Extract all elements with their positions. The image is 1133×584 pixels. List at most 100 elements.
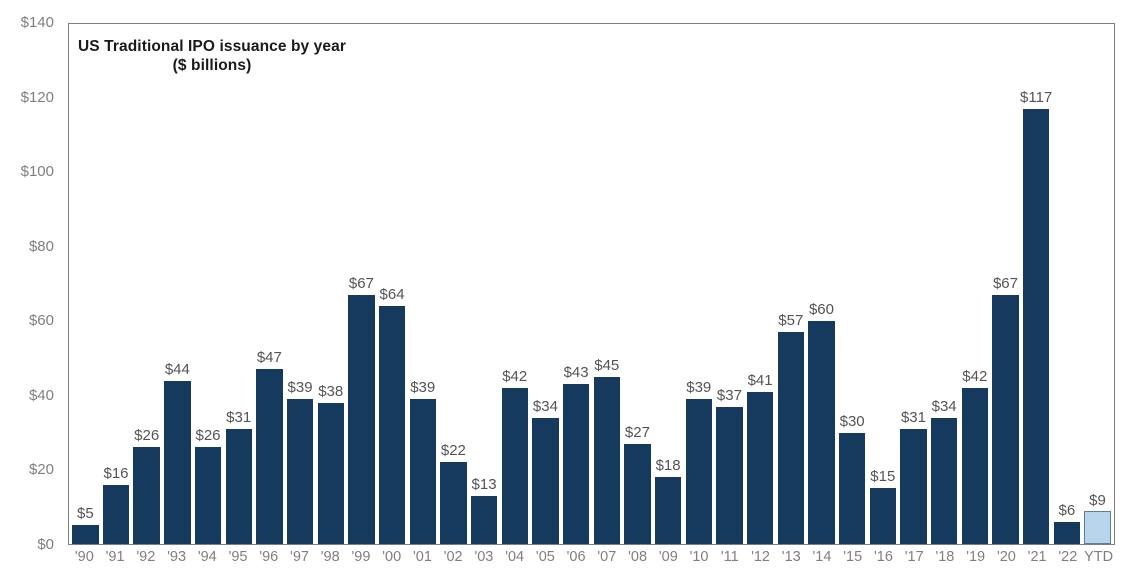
x-tick-label: '91: [105, 549, 125, 565]
bar: $57: [777, 312, 804, 544]
x-tick-label: '14: [812, 549, 832, 565]
bar: $41: [746, 372, 774, 544]
x-tick-label: '98: [320, 549, 340, 565]
x-tick-label: '17: [904, 549, 924, 565]
bar: $30: [838, 413, 866, 544]
bar-value-label: $38: [318, 382, 344, 400]
x-tick-label: '02: [443, 549, 463, 565]
bar-slot: $42: [499, 24, 530, 544]
bar: $18: [654, 457, 682, 544]
bar-value-label: $26: [195, 427, 221, 445]
bar: $34: [930, 398, 958, 544]
bar: $117: [1020, 89, 1052, 544]
y-tick-label: $80: [28, 237, 54, 255]
bar: $67: [992, 275, 1019, 544]
bar-slot: $42: [959, 24, 990, 544]
x-tick-label: '16: [874, 549, 893, 565]
bar: $16: [102, 465, 130, 544]
x-tick-label: '92: [136, 549, 156, 565]
bar-value-label: $117: [1020, 89, 1053, 107]
bar-value-label: $27: [624, 423, 650, 441]
x-tick-label: '22: [1058, 549, 1078, 565]
x-tick-label: '01: [412, 549, 432, 565]
bar-value-label: $37: [716, 386, 742, 404]
x-axis-labels: '90 '91 '92 '93 '94 '95 '96 '97 '98 '99 '00 '01 '02 '…: [68, 549, 1115, 565]
bar-slot: $26: [193, 24, 224, 544]
x-tick-label: '07: [597, 549, 617, 565]
bar-slot: $39: [683, 24, 714, 544]
bar: $38: [317, 383, 344, 544]
bar: $26: [133, 427, 160, 544]
bar-slot: $5: [70, 24, 101, 544]
chart-title-line1: US Traditional IPO issuance by year: [78, 38, 346, 55]
bar-value-label: $16: [103, 464, 129, 482]
bar-slot: $16: [101, 24, 132, 544]
bar-value-label: $9: [1089, 491, 1106, 509]
bar-slot: $67: [990, 24, 1021, 544]
x-tick-label: '96: [259, 549, 279, 565]
bar-slot: $34: [929, 24, 960, 544]
bar-value-label: $44: [164, 360, 190, 378]
bar: $64: [378, 286, 406, 544]
x-tick-label: '19: [966, 549, 986, 565]
bar-slot: $41: [745, 24, 776, 544]
bar-slot: $60: [806, 24, 837, 544]
bar-value-label: $67: [992, 275, 1018, 293]
bar-value-label: $41: [747, 371, 773, 389]
bar-value-label: $13: [471, 475, 497, 493]
bar: $67: [348, 275, 375, 544]
bar-value-label: $67: [348, 275, 374, 293]
x-tick-label: '94: [197, 549, 217, 565]
x-tick-label: YTD: [1084, 549, 1114, 565]
bar-slot: $15: [867, 24, 898, 544]
bar-value-label: $42: [962, 368, 988, 385]
bar: $6: [1053, 502, 1081, 544]
bar-slot: $34: [530, 24, 561, 544]
y-tick-label: $60: [28, 312, 54, 330]
bar-slot: $57: [775, 24, 806, 544]
bar-slot: $39: [407, 24, 438, 544]
bar-value-label: $31: [226, 408, 252, 426]
bar-slot: $22: [438, 24, 469, 544]
bar-slot: $38: [315, 24, 346, 544]
bar: $45: [593, 357, 620, 544]
x-tick-label: '90: [74, 549, 94, 565]
bar-ytd: $9: [1084, 492, 1111, 544]
bar: $44: [164, 361, 191, 544]
bar-slot: $31: [898, 24, 929, 544]
x-tick-label: '08: [628, 549, 648, 565]
x-tick-label: '04: [505, 549, 525, 565]
x-tick-label: '18: [935, 549, 955, 565]
bar: $39: [286, 379, 314, 544]
bar-slot: $30: [837, 24, 868, 544]
bar-value-label: $39: [410, 379, 436, 397]
chart-title-line2: ($ billions): [172, 57, 252, 74]
x-tick-label: '15: [843, 549, 863, 565]
bar-slot: $26: [131, 24, 162, 544]
bar: $13: [470, 476, 498, 544]
y-tick-label: $40: [28, 386, 54, 404]
bar: $26: [194, 427, 222, 544]
bar-slot: $27: [622, 24, 653, 544]
x-tick-label: '21: [1027, 549, 1047, 565]
bar-value-label: $42: [502, 368, 528, 385]
bar-slot: $43: [561, 24, 592, 544]
bar-value-label: $5: [76, 505, 94, 523]
bar-value-label: $26: [134, 427, 160, 445]
bar-value-label: $15: [870, 468, 896, 486]
x-tick-label: '03: [474, 549, 494, 565]
bar-value-label: $45: [594, 356, 620, 374]
bar-value-label: $39: [686, 379, 712, 397]
bar-slot: $37: [714, 24, 745, 544]
bar-value-label: $60: [808, 301, 834, 319]
bar-slot: $45: [591, 24, 622, 544]
bar-value-label: $43: [563, 364, 589, 382]
x-tick-label: '05: [535, 549, 555, 565]
bar-slot: $18: [653, 24, 684, 544]
bar-value-label: $64: [379, 286, 405, 304]
bar-value-label: $47: [256, 349, 282, 367]
y-tick-label: $140: [20, 14, 54, 31]
bar: $5: [72, 505, 99, 544]
bar: $47: [256, 349, 283, 544]
